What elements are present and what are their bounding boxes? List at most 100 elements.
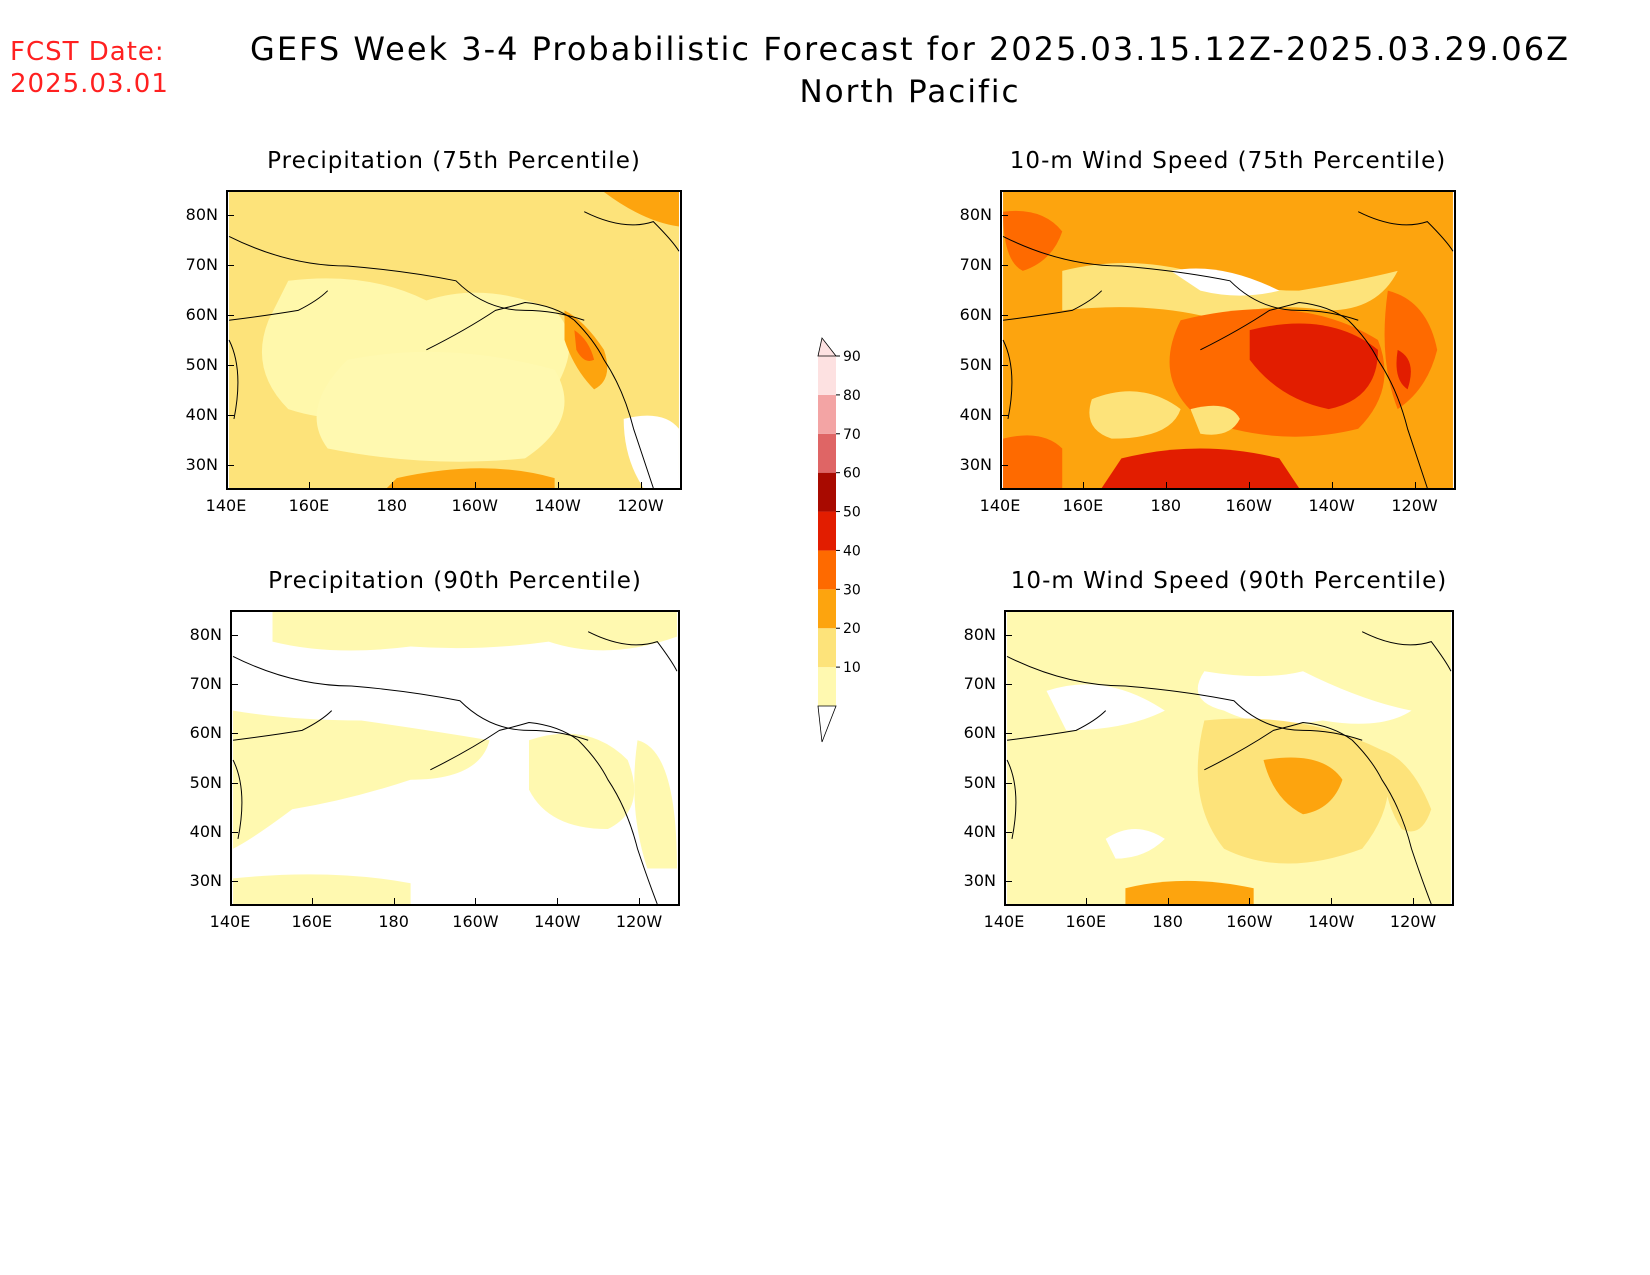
colorbar-swatches: 10 20 30 40 50 60 70 80 90 bbox=[817, 337, 861, 743]
y-tick-label: 60N bbox=[189, 723, 222, 743]
x-tick bbox=[391, 482, 393, 490]
y-tick bbox=[1004, 733, 1012, 735]
y-tick bbox=[1004, 881, 1012, 883]
colorbar-swatch bbox=[818, 394, 836, 434]
y-tick-label: 50N bbox=[185, 355, 218, 374]
y-tick-label: 30N bbox=[185, 455, 218, 474]
y-tick bbox=[226, 215, 234, 216]
y-tick-label: 50N bbox=[963, 772, 996, 792]
panel-wind-75: 10-m Wind Speed (75th Percentile) 80N 70N… bbox=[960, 148, 1456, 515]
y-tick-label: 80N bbox=[959, 205, 992, 224]
x-tick bbox=[639, 898, 641, 906]
forecast-date-label: FCST Date: bbox=[10, 37, 165, 67]
y-tick bbox=[1004, 634, 1012, 636]
x-tick bbox=[1248, 482, 1250, 490]
y-tick bbox=[1000, 465, 1008, 466]
y-tick-label: 80N bbox=[963, 624, 996, 644]
y-tick-label: 30N bbox=[189, 871, 222, 891]
panel-wind-90: 10-m Wind Speed (90th Percentile) 80N 70N… bbox=[964, 568, 1454, 931]
x-tick bbox=[1082, 482, 1084, 490]
x-tick-label: 140E bbox=[983, 912, 1025, 931]
colorbar-swatch bbox=[818, 550, 836, 590]
x-tick bbox=[1414, 482, 1416, 490]
y-tick bbox=[1000, 265, 1008, 266]
x-tick bbox=[475, 898, 477, 906]
x-tick bbox=[1331, 482, 1333, 490]
forecast-date: FCST Date: 2025.03.01 bbox=[10, 36, 169, 100]
y-tick-label: 30N bbox=[959, 455, 992, 474]
x-tick-label: 160W bbox=[1225, 496, 1272, 515]
x-tick-label: 140W bbox=[534, 912, 581, 931]
x-tick-label: 160E bbox=[288, 496, 330, 515]
x-tick-label: 160E bbox=[291, 912, 333, 931]
x-tick bbox=[640, 482, 642, 490]
y-tick-label: 80N bbox=[189, 624, 222, 644]
colorbar-label: 20 bbox=[843, 621, 861, 637]
y-tick-label: 40N bbox=[963, 822, 996, 841]
x-tick-label: 140E bbox=[209, 912, 251, 931]
x-tick bbox=[308, 482, 310, 490]
x-tick-label: 140E bbox=[205, 496, 247, 515]
x-tick bbox=[474, 482, 476, 490]
y-tick-label: 40N bbox=[959, 405, 992, 424]
x-tick bbox=[226, 482, 227, 490]
y-tick bbox=[226, 265, 234, 266]
colorbar-swatch bbox=[818, 511, 836, 551]
colorbar-swatch bbox=[818, 472, 836, 512]
x-tick bbox=[1167, 898, 1169, 906]
panel-precip-90: Precipitation (90th Percentile) 80N 70N 60… bbox=[190, 568, 680, 931]
x-tick-label: 160W bbox=[1226, 912, 1273, 931]
x-tick bbox=[230, 898, 231, 906]
x-tick bbox=[1249, 898, 1251, 906]
colorbar-swatch bbox=[818, 589, 836, 629]
y-tick bbox=[226, 365, 234, 366]
wind-90-map bbox=[1004, 610, 1454, 906]
x-tick bbox=[1331, 898, 1333, 906]
x-tick bbox=[1165, 482, 1167, 490]
colorbar-label: 60 bbox=[843, 466, 861, 482]
x-tick-label: 160W bbox=[451, 496, 498, 515]
y-tick bbox=[226, 465, 234, 466]
y-tick bbox=[1004, 782, 1012, 784]
forecast-date-value: 2025.03.01 bbox=[10, 69, 169, 99]
y-tick-label: 40N bbox=[185, 405, 218, 424]
y-tick bbox=[230, 832, 238, 833]
precip-75-map bbox=[226, 190, 682, 490]
y-tick-label: 30N bbox=[963, 871, 996, 891]
y-tick-label: 60N bbox=[963, 723, 996, 743]
y-tick bbox=[1004, 832, 1012, 833]
y-tick-label: 70N bbox=[185, 255, 218, 274]
y-tick bbox=[230, 634, 238, 636]
y-tick-label: 50N bbox=[189, 772, 222, 792]
x-tick-label: 140E bbox=[979, 496, 1021, 515]
x-tick-label: 180 bbox=[1150, 496, 1182, 515]
y-tick-label: 70N bbox=[959, 255, 992, 274]
x-tick bbox=[1000, 482, 1001, 490]
colorbar-label: 40 bbox=[843, 543, 861, 559]
x-tick bbox=[393, 898, 395, 906]
y-tick bbox=[1000, 415, 1008, 416]
figure-title: GEFS Week 3-4 Probabilistic Forecast for… bbox=[0, 30, 1650, 110]
y-tick-label: 70N bbox=[189, 674, 222, 693]
y-tick bbox=[230, 684, 238, 685]
panel-title: Precipitation (75th Percentile) bbox=[267, 148, 641, 174]
precip-90-map bbox=[230, 610, 680, 906]
colorbar-top-arrow bbox=[817, 337, 837, 357]
y-tick bbox=[1004, 684, 1012, 685]
x-tick-label: 140W bbox=[1308, 496, 1355, 515]
colorbar-swatch bbox=[818, 356, 836, 395]
x-tick bbox=[557, 898, 559, 906]
y-tick bbox=[1000, 315, 1008, 316]
x-tick-label: 180 bbox=[378, 912, 409, 931]
y-tick bbox=[230, 782, 238, 784]
y-tick-label: 70N bbox=[963, 674, 996, 693]
colorbar-label: 30 bbox=[843, 582, 861, 598]
y-tick bbox=[226, 415, 234, 416]
y-tick bbox=[230, 881, 238, 883]
colorbar-label: 90 bbox=[843, 349, 861, 365]
panel-title: 10-m Wind Speed (90th Percentile) bbox=[1010, 568, 1448, 594]
colorbar-label: 10 bbox=[843, 660, 861, 676]
y-tick-label: 40N bbox=[189, 822, 222, 841]
colorbar-label: 80 bbox=[843, 388, 861, 404]
colorbar-swatch bbox=[818, 433, 836, 473]
